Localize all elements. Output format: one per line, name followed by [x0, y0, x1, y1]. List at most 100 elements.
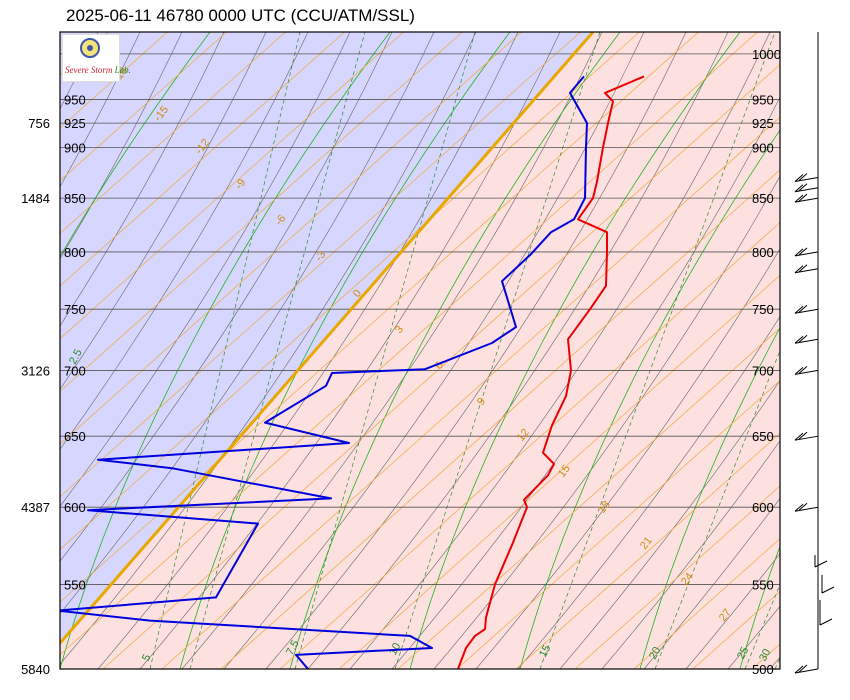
temperature-profile — [457, 75, 645, 669]
pressure-label-left: 600 — [64, 500, 86, 515]
pressure-label-left: 900 — [64, 140, 86, 155]
wind-barb — [794, 193, 819, 203]
pressure-label-left: 700 — [64, 363, 86, 378]
pressure-label-left: 850 — [64, 191, 86, 206]
wind-barb-flag — [798, 334, 808, 343]
dry-adiabat-line — [433, 175, 780, 669]
wind-barb-flag — [814, 560, 828, 568]
wind-barb-shaft — [794, 435, 819, 441]
wind-barb-flag — [798, 366, 808, 374]
dry-adiabat-line — [0, 32, 14, 669]
sounding-profiles — [60, 75, 645, 669]
wind-barb-flag — [794, 248, 804, 257]
wind-barb-flag — [798, 664, 808, 673]
isotherm-line — [60, 32, 463, 392]
wind-barb-flag — [798, 193, 808, 202]
mixing-ratio-label: 5 — [140, 652, 153, 663]
height-label: 756 — [28, 116, 50, 131]
wind-barb-flag — [798, 264, 808, 273]
mixing-ratio-line — [539, 32, 776, 669]
isotherm-label: 24 — [679, 571, 696, 588]
wind-barb-flag — [819, 618, 833, 626]
wind-barb-flag — [794, 184, 804, 193]
wind-barb-flag — [794, 665, 804, 674]
isotherm-line — [220, 169, 780, 669]
wind-barb-flag — [798, 173, 808, 181]
wind-barb — [794, 664, 819, 674]
wind-barb — [794, 431, 819, 441]
moist-adiabat-line — [179, 32, 511, 669]
wind-barb-flag — [794, 335, 804, 344]
wind-barb-shaft — [794, 268, 819, 274]
isotherm-line — [60, 32, 404, 340]
wind-barb-shaft — [794, 187, 819, 193]
pressure-label-left: 800 — [64, 245, 86, 260]
moist-adiabat-line — [639, 326, 780, 669]
pressure-labels-right: 1000 950 925 900 850 800 750 700 650 600 550 500 — [752, 47, 781, 677]
wind-barb — [794, 502, 819, 512]
wind-barb-flag — [794, 305, 804, 314]
wind-barb-flag — [794, 432, 804, 441]
wind-barb-shaft — [794, 251, 819, 257]
wind-barb-flag — [821, 586, 835, 594]
pressure-label-right: 950 — [752, 92, 774, 107]
wind-barb-flag — [794, 367, 804, 375]
wind-barb-shaft — [794, 506, 819, 512]
wind-barb-shaft — [794, 197, 819, 203]
pressure-label-right: 500 — [752, 662, 774, 677]
isotherm-line — [60, 32, 758, 656]
wind-barb — [814, 555, 828, 568]
wind-barb — [794, 366, 819, 375]
wind-barb-shaft — [794, 308, 819, 314]
isotherm-label: 27 — [717, 607, 734, 624]
pressure-label-right: 900 — [752, 140, 774, 155]
logo-text: Severe Storm Lab. — [65, 65, 131, 75]
dry-adiabat-line — [685, 552, 780, 669]
pressure-label-left: 950 — [64, 92, 86, 107]
wind-barb-flag — [798, 304, 808, 313]
wind-barb — [821, 575, 835, 594]
isobars — [60, 53, 780, 669]
lab-seal-icon — [80, 38, 100, 58]
isotherm-label: 12 — [515, 427, 532, 444]
pressure-label-left: 650 — [64, 429, 86, 444]
pressure-label-left: 925 — [64, 116, 86, 131]
isotherm-line — [279, 222, 780, 669]
isotherm-line — [60, 32, 345, 287]
moist-adiabat-line — [739, 545, 780, 669]
wind-barb — [794, 264, 819, 274]
pressure-label-right: 800 — [752, 245, 774, 260]
moist-adiabat-line — [519, 129, 780, 669]
isotherm-line — [161, 116, 780, 669]
isotherm-line — [574, 485, 780, 669]
dry-adiabat-line — [475, 248, 780, 669]
pressure-label-right: 600 — [752, 500, 774, 515]
isotherm-label: 15 — [556, 463, 573, 480]
severe-storm-lab-logo: Severe Storm Lab. — [62, 34, 131, 82]
wind-barb-shaft — [794, 338, 819, 344]
dry-adiabat-line — [517, 316, 780, 669]
mixing-ratio-lines — [149, 32, 780, 669]
wind-barb-flag — [794, 503, 804, 512]
wind-barb-flag — [798, 247, 808, 256]
wind-barb-shaft — [794, 176, 819, 182]
isotherm-line — [60, 32, 227, 182]
height-label: 1484 — [21, 191, 50, 206]
pressure-label-right: 850 — [752, 191, 774, 206]
zero-isotherm-line — [60, 32, 595, 644]
wind-barb — [794, 173, 819, 182]
moist-adiabat-line — [289, 32, 621, 669]
wind-barb-flag — [798, 431, 808, 440]
pressure-label-right: 925 — [752, 116, 774, 131]
wind-barb — [794, 334, 819, 344]
dry-adiabat-line — [559, 379, 780, 669]
dry-adiabat-line — [643, 497, 780, 669]
isotherm-line — [397, 327, 780, 669]
pressure-label-left: 750 — [64, 302, 86, 317]
pressure-label-right: 650 — [752, 429, 774, 444]
height-label: 3126 — [21, 363, 50, 378]
isotherm-line — [338, 274, 780, 669]
isotherm-label: 21 — [638, 535, 655, 552]
wind-barb — [819, 600, 833, 626]
